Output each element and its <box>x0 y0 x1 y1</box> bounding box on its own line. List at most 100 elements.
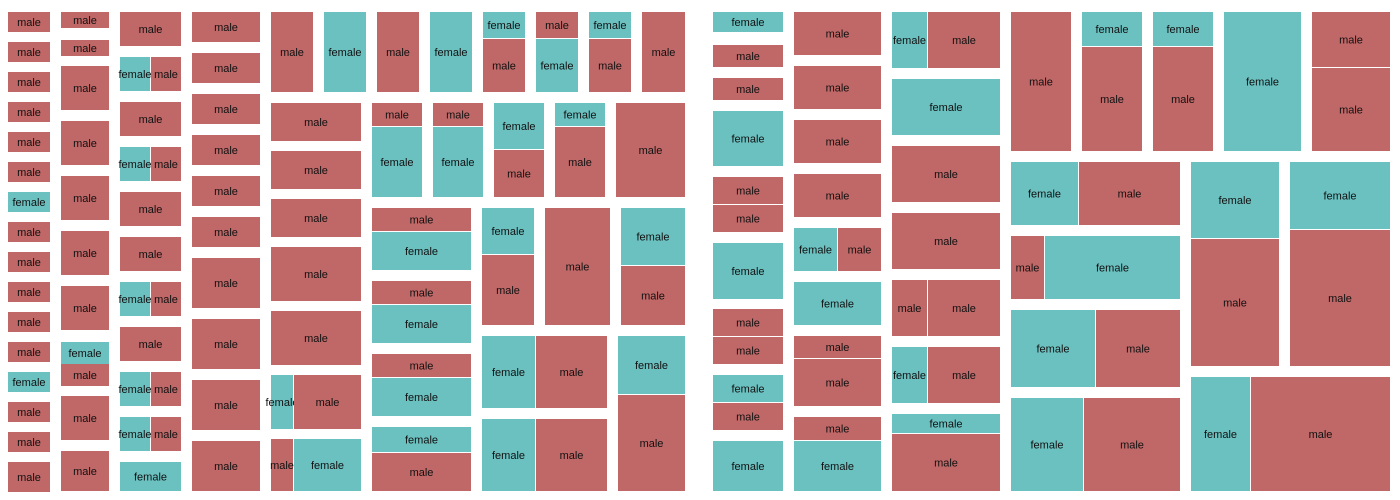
treemap-cell-label: male <box>17 407 41 419</box>
treemap-tile: male <box>589 39 631 92</box>
treemap-cell-label: male <box>1328 293 1352 305</box>
treemap-cell-female <box>482 419 535 491</box>
treemap-tile: female <box>482 419 535 491</box>
treemap-cell-label: male <box>214 461 238 473</box>
treemap-cell-label: male <box>154 429 178 441</box>
treemap-cell-male <box>536 12 578 38</box>
treemap-cell-male <box>61 12 109 28</box>
treemap-cell-label: male <box>385 110 409 122</box>
treemap-cell-female <box>1082 12 1142 46</box>
treemap-tile: male <box>151 282 181 316</box>
treemap-cell-female <box>892 414 1000 433</box>
treemap-cell-male <box>794 12 881 55</box>
treemap-tile: male <box>120 102 181 136</box>
treemap-cell-label: male <box>17 137 41 149</box>
treemap-cell-male <box>928 280 1000 336</box>
treemap-tile: male <box>555 127 605 197</box>
treemap-tile: male <box>120 192 181 226</box>
treemap-cell-male <box>372 453 471 491</box>
treemap-cell-male <box>377 12 419 92</box>
treemap-tile: female <box>120 462 181 491</box>
treemap-cell-male <box>794 174 881 217</box>
treemap-tile: female <box>372 427 471 452</box>
treemap-tile: male <box>545 208 610 325</box>
treemap-tile: male <box>1251 377 1390 491</box>
treemap-tile: female <box>892 79 1000 135</box>
treemap-cell-label: male <box>826 342 850 354</box>
treemap-tile: female <box>372 378 471 416</box>
treemap-tile: female <box>713 375 783 402</box>
treemap-cell-label: male <box>17 17 41 29</box>
treemap-cell-label: male <box>139 114 163 126</box>
treemap-tile: female <box>892 347 927 403</box>
treemap-cell-female <box>536 39 578 92</box>
treemap-tile: male <box>621 266 685 325</box>
treemap-cell-male <box>433 103 483 126</box>
treemap-cell-label: male <box>73 138 97 150</box>
treemap-cell-label: female <box>1204 429 1237 441</box>
treemap-cell-female <box>482 336 535 408</box>
treemap-tile: male <box>192 176 260 206</box>
treemap-cell-male <box>8 252 50 272</box>
treemap-cell-female <box>494 103 544 149</box>
treemap-tile: male <box>713 78 783 100</box>
treemap-cell-male <box>8 462 50 492</box>
treemap-cell-male <box>8 342 50 362</box>
treemap-cell-male <box>120 102 181 136</box>
treemap-cell-female <box>621 208 685 265</box>
treemap-cell-female <box>892 347 927 403</box>
treemap-cell-label: male <box>214 104 238 116</box>
treemap-tile: male <box>1011 236 1044 299</box>
treemap-cell-male <box>1079 162 1180 225</box>
treemap-tile: male <box>433 103 483 126</box>
treemap-tile: male <box>794 120 881 163</box>
treemap-cell-label: male <box>560 450 584 462</box>
treemap-cell-label: male <box>17 77 41 89</box>
treemap-cell-female <box>892 12 927 68</box>
treemap-cell-female <box>618 336 685 394</box>
treemap-cell-female <box>589 12 631 38</box>
treemap-tile: male <box>8 102 50 122</box>
treemap-cell-label: female <box>893 370 926 382</box>
treemap-cell-male <box>151 372 181 406</box>
treemap-tile: male <box>8 72 50 92</box>
treemap-cell-male <box>271 439 293 491</box>
treemap-cell-label: male <box>214 400 238 412</box>
treemap-cell-male <box>1082 47 1142 151</box>
treemap-cell-male <box>8 132 50 152</box>
treemap-cell-label: male <box>826 424 850 436</box>
treemap-tile: male <box>1011 12 1071 151</box>
treemap-tile: male <box>61 396 109 440</box>
treemap-tile: male <box>794 174 881 217</box>
treemap-tile: male <box>151 147 181 181</box>
treemap-cell-label: female <box>492 450 525 462</box>
treemap-cell-label: female <box>118 384 151 396</box>
treemap-cell-female <box>120 462 181 491</box>
treemap-tile: male <box>61 231 109 275</box>
treemap-cell-label: male <box>934 169 958 181</box>
treemap-cell-label: male <box>568 157 592 169</box>
treemap-tile: male <box>536 336 607 408</box>
treemap-cell-label: male <box>139 24 163 36</box>
treemap-tile: male <box>8 342 50 362</box>
treemap-cell-female <box>1045 236 1180 299</box>
treemap-cell-male <box>61 176 109 220</box>
treemap-cell-female <box>892 79 1000 135</box>
treemap-tile: female <box>118 57 152 91</box>
treemap-cell-male <box>8 42 50 62</box>
treemap-cell-male <box>1251 377 1390 491</box>
treemap-cell-label: female <box>731 266 764 278</box>
treemap-cell-male <box>192 53 260 83</box>
treemap-cell-label: female <box>1030 440 1063 452</box>
treemap-cell-male <box>892 434 1000 491</box>
treemap-cell-female <box>120 372 150 406</box>
treemap-cell-label: male <box>73 15 97 27</box>
treemap-tile: male <box>8 312 50 332</box>
treemap-tile: male <box>8 132 50 152</box>
treemap-tile: female <box>294 439 361 491</box>
treemap-tile: male <box>713 403 783 430</box>
treemap-cell-label: male <box>496 285 520 297</box>
treemap-cell-male <box>61 286 109 330</box>
treemap-tile: female <box>1082 12 1142 46</box>
treemap-cell-male <box>192 319 260 369</box>
